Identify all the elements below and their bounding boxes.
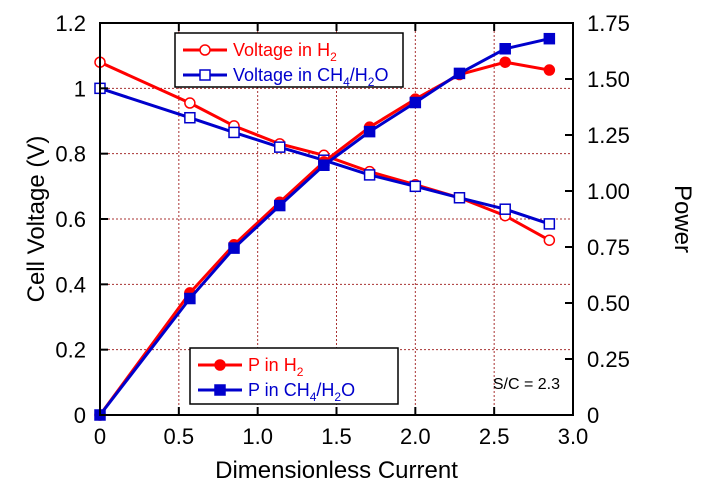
legend-power: P in H2P in CH4/H2O	[189, 347, 399, 405]
x-tick-label: 1.5	[321, 424, 352, 449]
x-tick-label: 2.5	[479, 424, 510, 449]
series-layer	[94, 32, 556, 421]
data-point	[228, 242, 240, 254]
legend-marker	[214, 384, 226, 396]
series-line	[98, 60, 550, 416]
x-tick-label: 0	[94, 424, 106, 449]
data-point	[273, 199, 286, 212]
data-point	[228, 126, 240, 139]
data-point	[543, 234, 556, 246]
data-point	[409, 96, 422, 109]
y2-tick-label: 1.00	[587, 179, 630, 204]
data-point	[543, 218, 556, 230]
data-point	[318, 159, 330, 171]
legend-box	[174, 32, 404, 88]
data-point	[499, 203, 511, 215]
data-point	[273, 141, 286, 153]
tick-labels: 0 0.5 1.0 1.5 2.0 2.5 3.000.20.40.60.811.200.2…	[55, 11, 629, 449]
x-tick-label: 1.0	[242, 424, 273, 449]
data-point	[543, 64, 556, 76]
legend-marker	[199, 44, 211, 56]
series-line	[99, 60, 551, 242]
data-point	[184, 111, 196, 124]
legend-item: Voltage in H2	[183, 40, 337, 64]
y-tick-label: 0.6	[55, 207, 86, 232]
series-line	[98, 37, 550, 416]
y-tick-label: 1	[74, 76, 86, 101]
legend-marker	[199, 69, 211, 81]
legend-item: Voltage in CH4/H2O	[183, 65, 388, 89]
y-tick-label: 0.2	[55, 338, 86, 363]
legend-item: P in CH4/H2O	[198, 380, 355, 404]
y-tick-label: 0.8	[55, 142, 86, 167]
y2-tick-label: 1.25	[587, 123, 630, 148]
sc-ratio-annotation: S/C = 2.3	[493, 376, 560, 393]
y2-axis-title: Power	[669, 185, 696, 253]
x-axis-title: Dimensionless Current	[215, 457, 458, 484]
y2-tick-label: 0.50	[587, 291, 630, 316]
series-3	[94, 32, 556, 421]
y2-tick-label: 0	[587, 403, 599, 428]
legend-label: P in CH4/H2O	[248, 380, 355, 404]
y2-tick-label: 0.25	[587, 347, 630, 372]
y-tick-label: 0.4	[55, 272, 86, 297]
x-tick-label: 3.0	[558, 424, 589, 449]
data-point	[363, 169, 376, 181]
data-point	[363, 125, 376, 138]
data-point	[453, 192, 466, 204]
legend-label: P in H2	[248, 355, 304, 379]
data-point	[453, 67, 466, 80]
legend-label: Voltage in H2	[233, 40, 337, 64]
legend-marker	[214, 359, 226, 371]
ticks	[99, 22, 574, 416]
series-line	[99, 86, 550, 226]
y-axis-title: Cell Voltage (V)	[23, 136, 50, 303]
x-tick-label: 0.5	[164, 424, 195, 449]
y-tick-label: 0	[74, 403, 86, 428]
y2-tick-label: 0.75	[587, 235, 630, 260]
x-tick-label: 2.0	[400, 424, 431, 449]
data-point	[409, 180, 422, 193]
y2-tick-label: 1.75	[587, 11, 630, 36]
y2-tick-label: 1.50	[587, 67, 630, 92]
legend-label: Voltage in CH4/H2O	[233, 65, 388, 89]
data-point	[184, 292, 196, 305]
data-point	[499, 56, 511, 68]
data-point	[184, 97, 196, 109]
data-point	[543, 32, 556, 45]
y-tick-label: 1.2	[55, 11, 86, 36]
data-point	[499, 43, 511, 55]
legend-item: P in H2	[198, 355, 304, 379]
